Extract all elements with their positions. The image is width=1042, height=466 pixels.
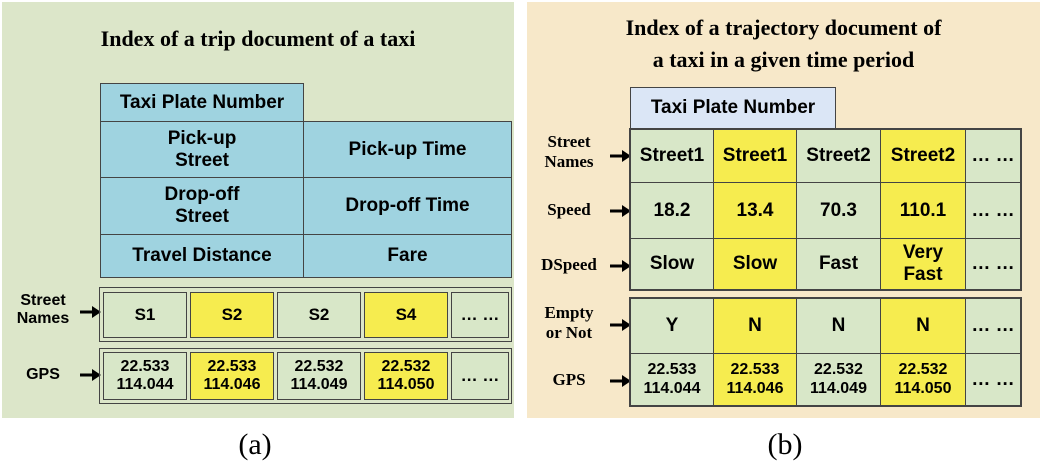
gps-cell-a-2: 22.533 114.046 xyxy=(190,352,274,400)
street-cell-a-5: … … xyxy=(451,292,509,338)
grid-b-cell-r2-c5: … … xyxy=(965,182,1021,239)
gps-cell-a-5: … … xyxy=(451,352,509,400)
caption-b: (b) xyxy=(767,428,803,461)
panel-a-title: Index of a trip document of a taxi xyxy=(100,26,416,51)
grid-b-cell-r4-c2: N xyxy=(713,298,797,354)
grid-b-cell-r5-c4: 22.532 114.050 xyxy=(880,353,966,406)
travel-distance-cell: Travel Distance xyxy=(100,234,304,278)
grid-b-cell-r4-c3: N xyxy=(796,298,881,354)
grid-b-cell-r1-c5: … … xyxy=(965,129,1021,183)
caption-a: (a) xyxy=(238,428,272,461)
trajectory-group-bottom xyxy=(629,297,1022,407)
grid-b-cell-r2-c1: 18.2 xyxy=(630,182,714,239)
grid-b-cell-r3-c5: … … xyxy=(965,238,1021,290)
arrow-right-icon xyxy=(610,319,631,331)
row-label-street-names: Street Names xyxy=(544,132,594,172)
grid-b-cell-r1-c2: Street1 xyxy=(713,129,797,183)
grid-b-cell-r5-c2: 22.533 114.046 xyxy=(713,353,797,406)
arrow-right-icon xyxy=(610,205,631,217)
grid-b-cell-r3-c3: Fast xyxy=(796,238,881,290)
grid-b-cell-r4-c1: Y xyxy=(630,298,714,354)
grid-b-cell-r2-c4: 110.1 xyxy=(880,182,966,239)
street-cell-a-1: S1 xyxy=(103,292,187,338)
grid-b-cell-r5-c1: 22.533 114.044 xyxy=(630,353,714,406)
grid-b-cell-r1-c4: Street2 xyxy=(880,129,966,183)
fare-cell: Fare xyxy=(303,234,512,278)
street-cell-a-3: S2 xyxy=(277,292,361,338)
gps-label-a: GPS xyxy=(26,366,60,383)
grid-b-cell-r3-c4: Very Fast xyxy=(880,238,966,290)
row-label-speed: Speed xyxy=(547,200,591,219)
grid-b-cell-r4-c5: … … xyxy=(965,298,1021,354)
arrow-right-icon xyxy=(80,369,101,381)
arrow-right-icon xyxy=(610,150,631,162)
street-cell-a-2: S2 xyxy=(190,292,274,338)
gps-cell-a-1: 22.533 114.044 xyxy=(103,352,187,400)
grid-b-cell-r5-c5: … … xyxy=(965,353,1021,406)
street-cell-a-4: S4 xyxy=(364,292,448,338)
grid-b-cell-r4-c4: N xyxy=(880,298,966,354)
grid-b-cell-r5-c3: 22.532 114.049 xyxy=(796,353,881,406)
pickup-time-cell: Pick-up Time xyxy=(303,121,512,178)
grid-b-cell-r2-c3: 70.3 xyxy=(796,182,881,239)
grid-b-cell-r3-c1: Slow xyxy=(630,238,714,290)
row-label-empty-or-not: Empty or Not xyxy=(544,303,594,343)
trajectory-group-top xyxy=(629,128,1022,291)
dropoff-time-cell: Drop-off Time xyxy=(303,177,512,235)
grid-b-cell-r2-c2: 13.4 xyxy=(713,182,797,239)
arrow-right-icon xyxy=(610,375,631,387)
arrow-right-icon xyxy=(80,306,101,318)
taxi-plate-number-cell: Taxi Plate Number xyxy=(100,83,304,122)
grid-b-cell-r3-c2: Slow xyxy=(713,238,797,290)
gps-cell-a-3: 22.532 114.049 xyxy=(277,352,361,400)
gps-row-a xyxy=(99,348,512,404)
row-label-dspeed: DSpeed xyxy=(541,255,597,274)
grid-b-cell-r1-c1: Street1 xyxy=(630,129,714,183)
gps-cell-a-4: 22.532 114.050 xyxy=(364,352,448,400)
arrow-right-icon xyxy=(610,260,631,272)
street-names-label-a: Street Names xyxy=(16,292,70,328)
dropoff-street-cell: Drop-off Street xyxy=(100,177,304,235)
grid-b-cell-r1-c3: Street2 xyxy=(796,129,881,183)
taxi-plate-number-cell-b: Taxi Plate Number xyxy=(630,87,836,129)
row-label-gps: GPS xyxy=(552,370,586,389)
street-names-row-a xyxy=(99,287,512,342)
panel-b-title: Index of a trajectory document of a taxi… xyxy=(625,15,942,72)
pickup-street-cell: Pick-up Street xyxy=(100,121,304,178)
